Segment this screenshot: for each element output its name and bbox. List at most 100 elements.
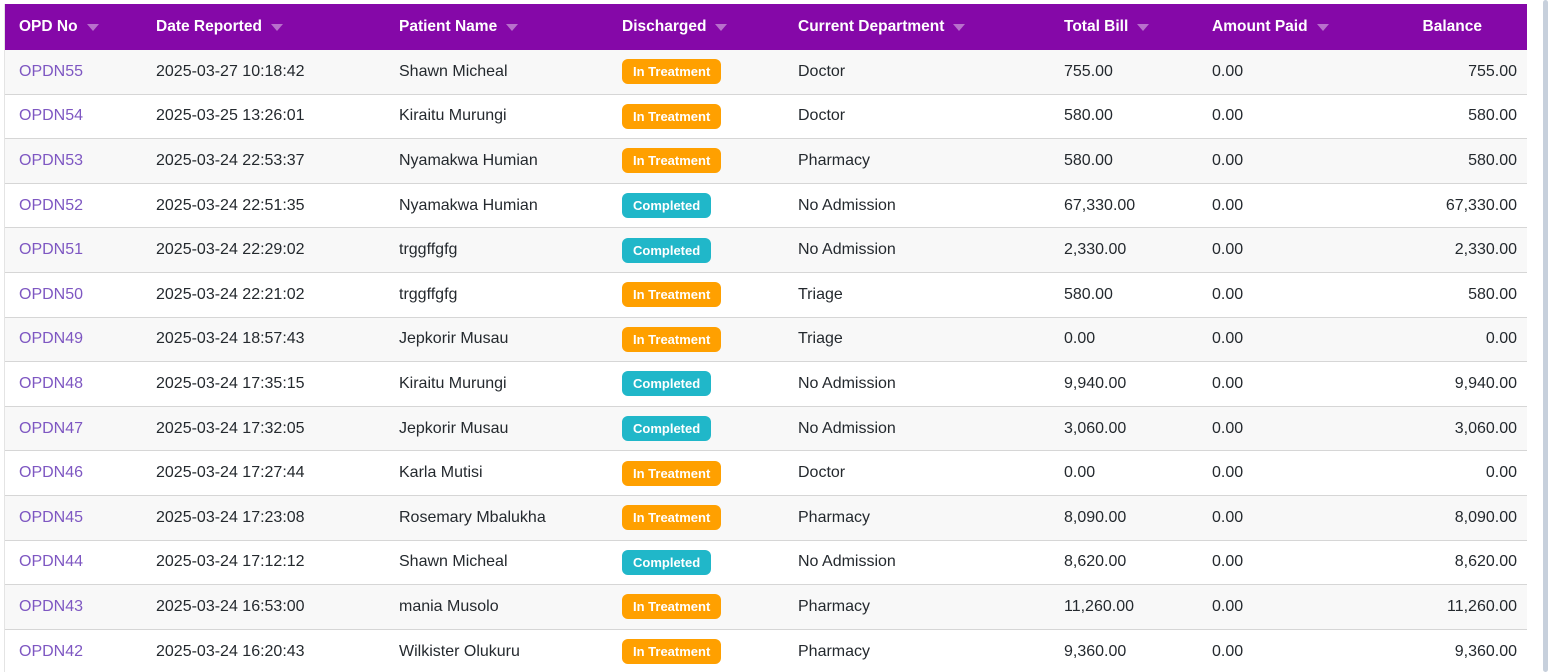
- column-header-label: Amount Paid: [1212, 18, 1308, 35]
- sort-caret-icon[interactable]: [86, 23, 99, 31]
- balance-cell: 3,060.00: [1454, 419, 1517, 437]
- discharge-status-badge: In Treatment: [622, 639, 722, 665]
- table-row: OPDN45 2025-03-24 17:23:08 Rosemary Mbal…: [5, 495, 1527, 541]
- total-bill-cell: 8,620.00: [1064, 553, 1127, 571]
- total-bill-cell: 2,330.00: [1064, 241, 1127, 259]
- sort-caret-icon[interactable]: [953, 23, 966, 31]
- date-reported-cell: 2025-03-24 22:29:02: [156, 241, 305, 259]
- column-header-current_department[interactable]: Current Department: [784, 18, 1050, 36]
- opd-no-link[interactable]: OPDN45: [19, 508, 84, 526]
- date-reported-cell: 2025-03-24 17:32:05: [156, 419, 305, 437]
- amount-paid-cell: 0.00: [1212, 285, 1244, 303]
- opd-no-link[interactable]: OPDN50: [19, 285, 84, 303]
- column-header-balance[interactable]: Balance: [1346, 18, 1527, 36]
- balance-cell: 11,260.00: [1447, 597, 1517, 615]
- table-row: OPDN43 2025-03-24 16:53:00 mania Musolo …: [5, 585, 1527, 630]
- discharge-status-badge: Completed: [622, 549, 712, 575]
- column-header-date_reported[interactable]: Date Reported: [142, 18, 385, 36]
- discharge-status-badge: Completed: [622, 237, 712, 263]
- balance-cell: 67,330.00: [1445, 196, 1517, 214]
- opd-no-link[interactable]: OPDN43: [19, 597, 84, 615]
- balance-cell: 9,940.00: [1454, 374, 1517, 392]
- discharge-status-badge: Completed: [622, 371, 712, 397]
- balance-cell: 580.00: [1468, 285, 1517, 303]
- amount-paid-cell: 0.00: [1212, 241, 1244, 259]
- amount-paid-cell: 0.00: [1212, 330, 1244, 348]
- table-row: OPDN48 2025-03-24 17:35:15 Kiraitu Murun…: [5, 362, 1527, 407]
- discharge-status-badge: In Treatment: [622, 282, 722, 308]
- column-header-discharged[interactable]: Discharged: [608, 18, 784, 36]
- total-bill-cell: 580.00: [1064, 285, 1113, 303]
- table-body: OPDN55 2025-03-27 10:18:42 Shawn Micheal…: [5, 50, 1527, 672]
- balance-cell: 580.00: [1468, 107, 1517, 125]
- patient-name-cell: Wilkister Olukuru: [399, 642, 520, 660]
- sort-caret-icon[interactable]: [1137, 23, 1150, 31]
- patient-name-cell: Kiraitu Murungi: [399, 107, 507, 125]
- opd-no-link[interactable]: OPDN47: [19, 419, 84, 437]
- patient-name-cell: trggffgfg: [399, 241, 458, 259]
- opd-no-link[interactable]: OPDN42: [19, 642, 84, 660]
- date-reported-cell: 2025-03-25 13:26:01: [156, 107, 305, 125]
- sort-caret-icon[interactable]: [270, 23, 283, 31]
- column-header-amount_paid[interactable]: Amount Paid: [1198, 18, 1346, 36]
- opd-no-link[interactable]: OPDN46: [19, 464, 84, 482]
- patient-name-cell: Rosemary Mbalukha: [399, 508, 546, 526]
- patient-name-cell: mania Musolo: [399, 597, 499, 615]
- discharge-status-badge: Completed: [622, 416, 712, 442]
- column-header-total_bill[interactable]: Total Bill: [1050, 18, 1198, 36]
- current-department-cell: Pharmacy: [798, 597, 871, 615]
- total-bill-cell: 755.00: [1064, 62, 1113, 80]
- opd-no-link[interactable]: OPDN53: [19, 151, 84, 169]
- column-header-patient_name[interactable]: Patient Name: [385, 18, 608, 36]
- discharge-status-badge: In Treatment: [622, 59, 722, 85]
- table-row: OPDN46 2025-03-24 17:27:44 Karla Mutisi …: [5, 451, 1527, 496]
- balance-cell: 755.00: [1468, 62, 1517, 80]
- current-department-cell: Pharmacy: [798, 508, 871, 526]
- table-row: OPDN55 2025-03-27 10:18:42 Shawn Micheal…: [5, 50, 1527, 95]
- opd-no-link[interactable]: OPDN48: [19, 374, 84, 392]
- amount-paid-cell: 0.00: [1212, 597, 1244, 615]
- patient-name-cell: trggffgfg: [399, 285, 458, 303]
- opd-no-link[interactable]: OPDN55: [19, 62, 84, 80]
- current-department-cell: Triage: [798, 285, 843, 303]
- opd-no-link[interactable]: OPDN52: [19, 196, 84, 214]
- patient-name-cell: Shawn Micheal: [399, 553, 508, 571]
- sort-caret-icon[interactable]: [1316, 23, 1329, 31]
- sort-caret-icon[interactable]: [715, 23, 728, 31]
- discharge-status-badge: Completed: [622, 193, 712, 219]
- table-header-row: OPD No Date Reported Patient Name Discha…: [5, 4, 1527, 50]
- total-bill-cell: 0.00: [1064, 464, 1096, 482]
- balance-cell: 580.00: [1468, 151, 1517, 169]
- patient-name-cell: Karla Mutisi: [399, 464, 483, 482]
- table-row: OPDN42 2025-03-24 16:20:43 Wilkister Olu…: [5, 629, 1527, 672]
- date-reported-cell: 2025-03-24 16:20:43: [156, 642, 305, 660]
- table-row: OPDN47 2025-03-24 17:32:05 Jepkorir Musa…: [5, 406, 1527, 452]
- total-bill-cell: 11,260.00: [1064, 597, 1134, 615]
- date-reported-cell: 2025-03-24 16:53:00: [156, 597, 305, 615]
- balance-cell: 8,090.00: [1454, 508, 1517, 526]
- column-header-label: Balance: [1422, 18, 1482, 35]
- amount-paid-cell: 0.00: [1212, 553, 1244, 571]
- date-reported-cell: 2025-03-24 22:53:37: [156, 151, 305, 169]
- table-row: OPDN54 2025-03-25 13:26:01 Kiraitu Murun…: [5, 94, 1527, 140]
- patient-name-cell: Jepkorir Musau: [399, 419, 509, 437]
- sort-caret-icon[interactable]: [506, 23, 519, 31]
- amount-paid-cell: 0.00: [1212, 464, 1244, 482]
- patient-name-cell: Kiraitu Murungi: [399, 374, 507, 392]
- patient-name-cell: Nyamakwa Humian: [399, 196, 538, 214]
- opd-no-link[interactable]: OPDN51: [19, 241, 84, 259]
- opd-no-link[interactable]: OPDN44: [19, 553, 84, 571]
- date-reported-cell: 2025-03-24 17:12:12: [156, 553, 305, 571]
- amount-paid-cell: 0.00: [1212, 62, 1244, 80]
- current-department-cell: No Admission: [798, 553, 896, 571]
- table-row: OPDN52 2025-03-24 22:51:35 Nyamakwa Humi…: [5, 183, 1527, 229]
- vertical-scrollbar[interactable]: [1543, 0, 1548, 672]
- current-department-cell: Pharmacy: [798, 151, 871, 169]
- amount-paid-cell: 0.00: [1212, 508, 1244, 526]
- opd-no-link[interactable]: OPDN49: [19, 330, 84, 348]
- opd-no-link[interactable]: OPDN54: [19, 107, 84, 125]
- column-header-opd_no[interactable]: OPD No: [5, 18, 142, 36]
- table-row: OPDN50 2025-03-24 22:21:02 trggffgfg In …: [5, 272, 1527, 318]
- amount-paid-cell: 0.00: [1212, 419, 1244, 437]
